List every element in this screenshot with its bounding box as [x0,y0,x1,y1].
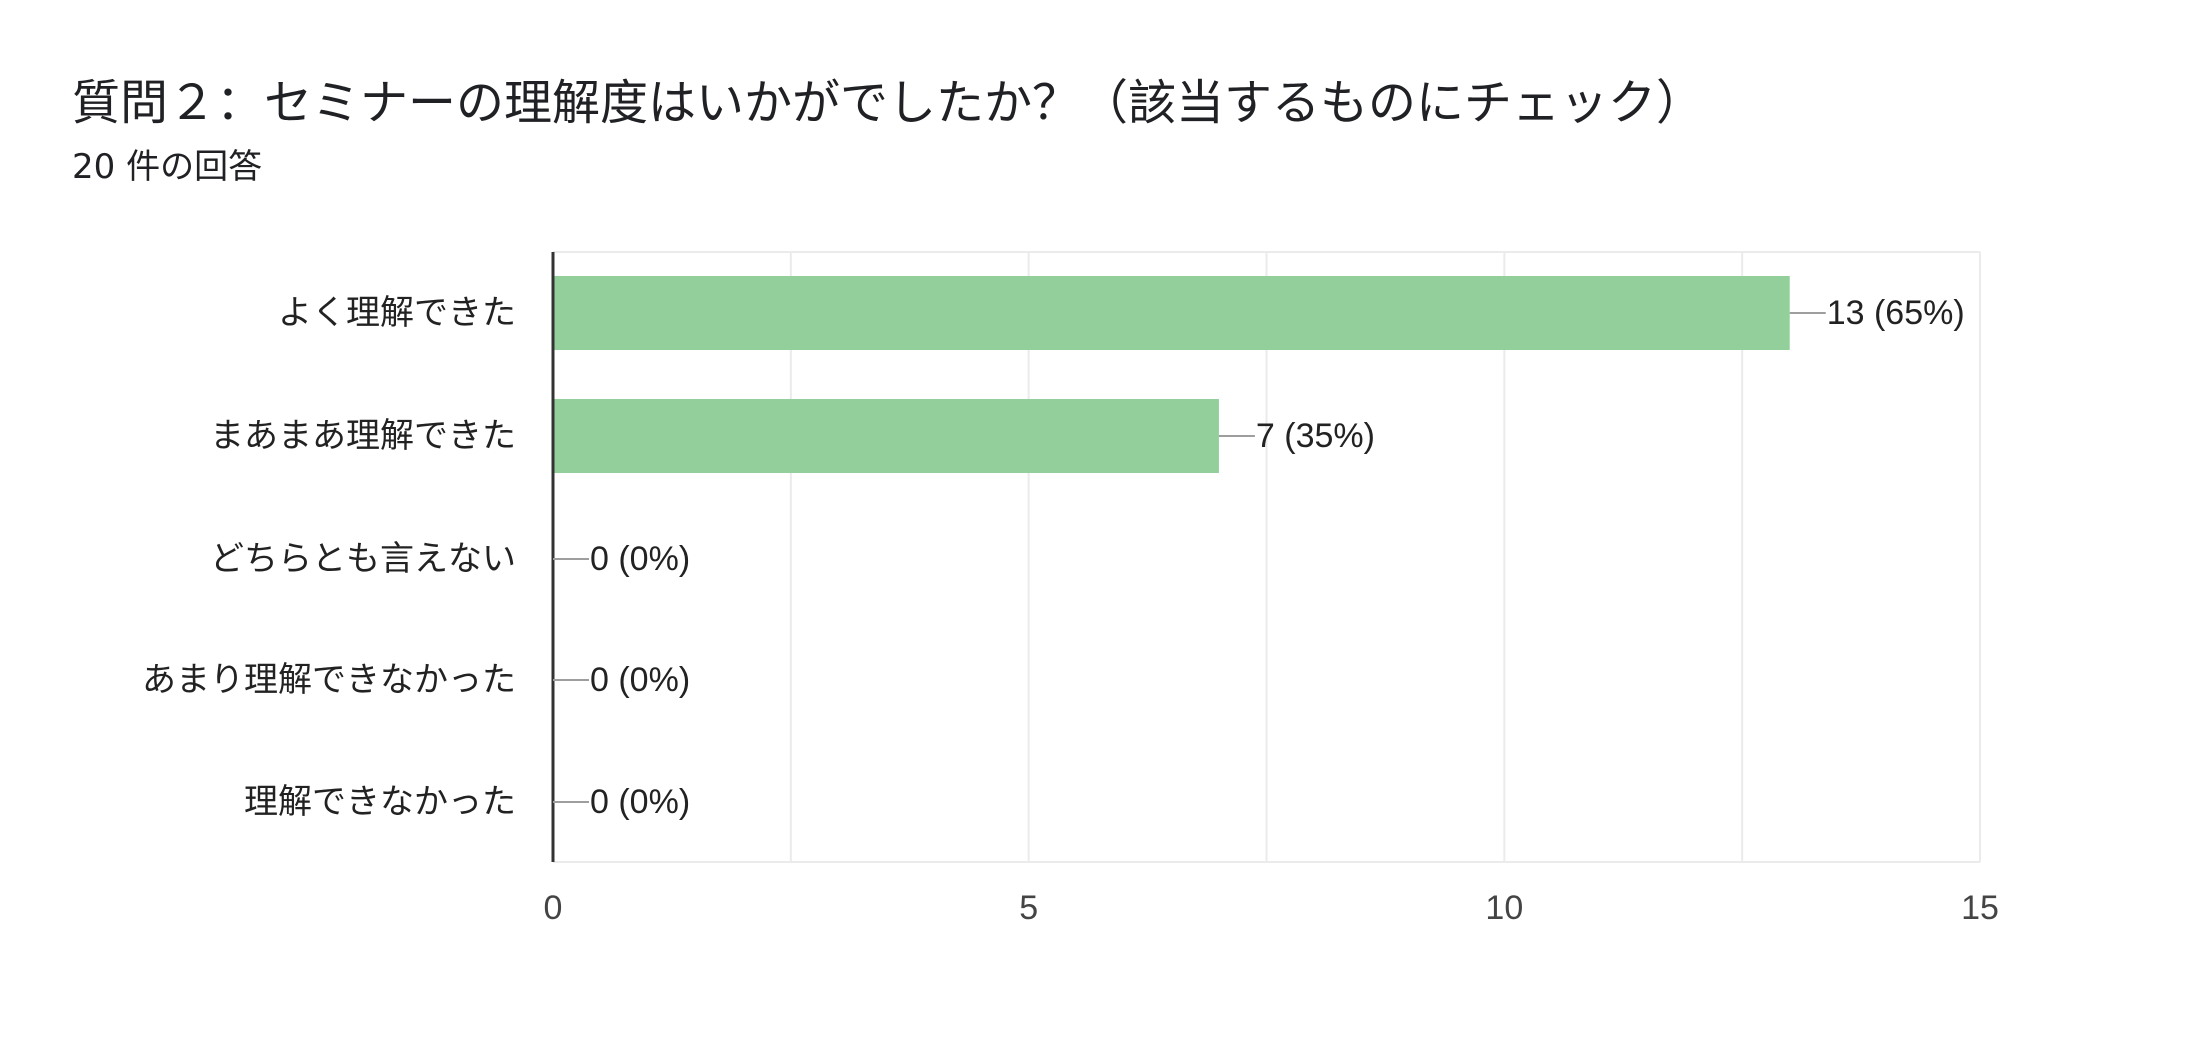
data-label: 0 (0%) [590,661,690,699]
x-tick-label: 5 [1019,889,1038,927]
data-label: 13 (65%) [1827,294,1965,332]
x-tick-label: 10 [1485,889,1523,927]
category-label: 理解できなかった [244,782,516,822]
category-label: まあまあ理解できた [210,416,516,456]
chart-gridlines [553,251,1981,863]
question-title: 質問２：セミナーの理解度はいかがでしたか？（該当するものにチェック） [72,75,1705,131]
category-label: よく理解できた [278,293,516,333]
response-count: 20 件の回答 [72,147,263,187]
data-label: 7 (35%) [1256,417,1375,455]
x-tick-label: 15 [1961,889,1999,927]
data-label: 0 (0%) [590,783,690,821]
category-label: どちらとも言えない [210,539,516,579]
x-tick-label: 0 [544,889,563,927]
category-label: あまり理解できなかった [142,660,516,700]
chart-bars [553,276,1790,473]
bar [553,276,1790,350]
chart-labels: 13 (65%) よく理解できた 7 (35%) まあまあ理解できた 0 (0%) どちら… [142,293,1965,822]
data-label: 0 (0%) [590,540,690,578]
bar [553,399,1219,473]
chart-axes: 0 5 10 15 [544,252,1999,927]
